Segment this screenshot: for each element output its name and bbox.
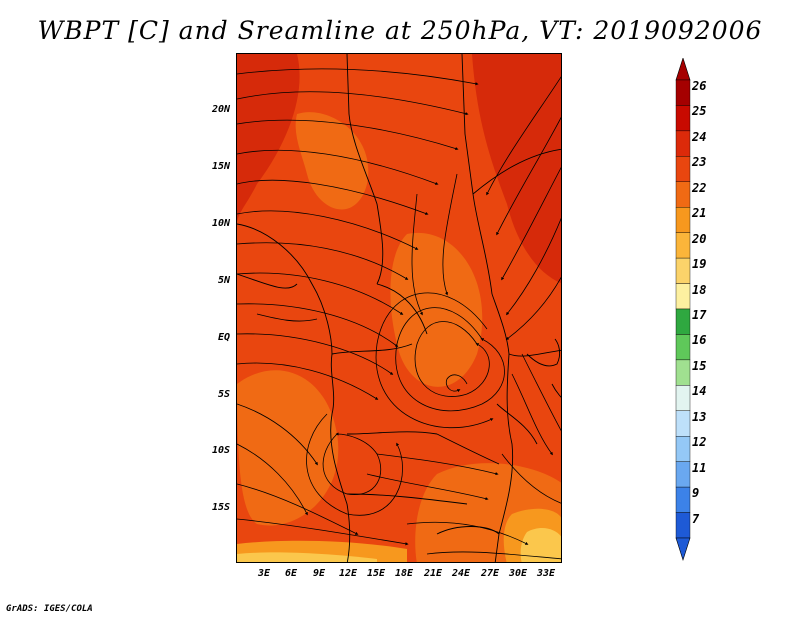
color-scale-bar xyxy=(675,58,691,561)
colorbar-level-label: 7 xyxy=(692,511,700,526)
colorbar-level-label: 24 xyxy=(692,129,707,144)
colorbar-swatch xyxy=(675,79,691,106)
colorbar-level-label: 25 xyxy=(692,104,707,119)
lat-tick-label: 5N xyxy=(217,275,230,286)
colorbar-swatch xyxy=(675,232,691,259)
lon-tick-label: 6E xyxy=(284,568,298,579)
lon-tick-label: 3E xyxy=(257,568,271,579)
software-credit: GrADS: IGES/COLA xyxy=(6,604,93,614)
colorbar-level-label: 23 xyxy=(692,155,707,170)
colorbar-swatch xyxy=(675,359,691,386)
colorbar-swatch xyxy=(675,385,691,411)
temperature-fill-moderate-north xyxy=(295,112,369,210)
lat-tick-label: 5S xyxy=(217,389,230,400)
colorbar-swatch xyxy=(675,130,691,157)
lon-tick-label: 21E xyxy=(423,568,443,579)
colorbar-bottom-arrow xyxy=(675,537,691,561)
map-title: WBPT [C] and Sreamline at 250hPa, VT: 20… xyxy=(37,16,763,45)
colorbar-level-label: 16 xyxy=(692,333,707,348)
colorbar-level-label: 18 xyxy=(692,282,707,297)
map-canvas xyxy=(237,54,561,562)
lon-tick-label: 18E xyxy=(394,568,414,579)
temperature-fill-light-south xyxy=(237,552,377,562)
colorbar-swatch xyxy=(675,512,691,539)
colorbar-swatch xyxy=(675,410,691,437)
colorbar-level-label: 20 xyxy=(692,231,707,246)
lon-tick-label: 15E xyxy=(366,568,386,579)
colorbar-swatch xyxy=(675,105,691,132)
streamlines xyxy=(237,68,561,560)
lon-tick-label: 12E xyxy=(338,568,358,579)
temperature-fill-light-southeast xyxy=(520,528,561,562)
colorbar-swatch xyxy=(675,308,691,335)
colorbar-swatch xyxy=(675,207,691,233)
colorbar-level-label: 11 xyxy=(692,460,707,475)
lon-tick-label: 27E xyxy=(480,568,500,579)
colorbar-level-label: 26 xyxy=(692,79,707,93)
temperature-fill-high-northeast xyxy=(472,54,561,284)
colorbar-swatch xyxy=(675,257,691,284)
colorbar-swatch xyxy=(675,181,691,208)
weather-map xyxy=(236,53,562,563)
lon-tick-label: 30E xyxy=(508,568,528,579)
colorbar-level-label: 13 xyxy=(692,409,707,424)
colorbar-level-label: 21 xyxy=(692,206,707,221)
colorbar-top-arrow xyxy=(675,58,691,81)
lat-tick-label: 15S xyxy=(211,502,230,513)
colorbar-swatch xyxy=(675,156,691,182)
colorbar-swatch xyxy=(675,334,691,361)
lat-tick-label: 15N xyxy=(211,161,230,172)
lat-tick-label: 10N xyxy=(211,218,230,229)
lon-tick-label: 24E xyxy=(451,568,471,579)
lat-tick-label: EQ xyxy=(217,332,230,343)
lat-tick-label: 10S xyxy=(211,445,230,456)
lon-tick-label: 9E xyxy=(312,568,326,579)
lat-tick-label: 20N xyxy=(211,104,230,115)
colorbar-level-label: 17 xyxy=(692,308,707,322)
colorbar-swatch xyxy=(675,283,691,310)
colorbar-level-label: 22 xyxy=(692,180,707,195)
colorbar-level-label: 12 xyxy=(692,435,707,450)
colorbar-swatch xyxy=(675,486,691,513)
temperature-fill-moderate-central xyxy=(390,232,483,387)
colorbar-swatch xyxy=(675,461,691,488)
colorbar-swatch xyxy=(675,436,691,462)
lon-tick-label: 33E xyxy=(536,568,556,579)
colorbar-level-label: 14 xyxy=(692,384,707,399)
colorbar-level-label: 9 xyxy=(692,486,700,501)
colorbar-level-label: 19 xyxy=(692,257,707,272)
colorbar-level-label: 15 xyxy=(692,358,707,373)
